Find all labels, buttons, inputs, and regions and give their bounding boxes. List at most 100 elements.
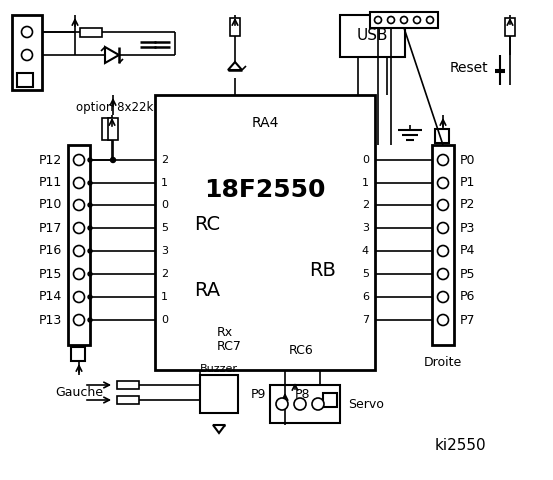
Circle shape: [88, 295, 92, 299]
Text: P3: P3: [460, 221, 476, 235]
Text: 3: 3: [161, 246, 168, 256]
Circle shape: [88, 181, 92, 185]
Circle shape: [74, 245, 85, 256]
Text: 2: 2: [161, 269, 168, 279]
Text: Buzzer: Buzzer: [200, 364, 238, 374]
Text: P8: P8: [295, 387, 311, 400]
Bar: [12, 15, 42, 90]
Circle shape: [88, 272, 92, 276]
Circle shape: [276, 398, 288, 410]
Circle shape: [388, 16, 394, 24]
Circle shape: [294, 398, 306, 410]
Text: 4: 4: [362, 246, 369, 256]
Bar: [80, 27, 102, 36]
Text: 2: 2: [161, 155, 168, 165]
Text: P2: P2: [460, 199, 476, 212]
Text: P16: P16: [39, 244, 62, 257]
Bar: [117, 381, 139, 389]
Text: RA: RA: [194, 280, 220, 300]
Text: 6: 6: [362, 292, 369, 302]
Circle shape: [437, 155, 448, 166]
Polygon shape: [213, 425, 225, 433]
Bar: [108, 118, 118, 140]
Circle shape: [437, 245, 448, 256]
Text: P17: P17: [39, 221, 62, 235]
Bar: [200, 375, 238, 413]
Bar: [505, 18, 515, 36]
Circle shape: [437, 291, 448, 302]
Bar: [71, 347, 85, 361]
Polygon shape: [228, 62, 242, 70]
Circle shape: [88, 318, 92, 322]
Bar: [340, 15, 405, 57]
Text: Servo: Servo: [348, 397, 384, 410]
Text: P6: P6: [460, 290, 476, 303]
Text: P15: P15: [39, 267, 62, 280]
Text: Gauche: Gauche: [55, 386, 103, 399]
Text: P4: P4: [460, 244, 476, 257]
Text: P14: P14: [39, 290, 62, 303]
Text: 0: 0: [161, 200, 168, 210]
Circle shape: [437, 268, 448, 279]
Circle shape: [111, 157, 116, 163]
Text: 5: 5: [362, 269, 369, 279]
Polygon shape: [105, 47, 119, 63]
Circle shape: [88, 249, 92, 253]
Bar: [435, 129, 449, 143]
Circle shape: [88, 158, 92, 162]
Circle shape: [437, 178, 448, 189]
Circle shape: [74, 178, 85, 189]
Bar: [323, 393, 337, 407]
Circle shape: [414, 16, 420, 24]
Text: RA4: RA4: [251, 116, 279, 130]
Text: 0: 0: [161, 315, 168, 325]
Text: Reset: Reset: [450, 61, 489, 75]
Text: RB: RB: [310, 261, 336, 279]
Circle shape: [22, 49, 33, 60]
Circle shape: [74, 200, 85, 211]
Text: Rx: Rx: [217, 326, 233, 339]
Text: P9: P9: [251, 387, 265, 400]
Circle shape: [74, 291, 85, 302]
Text: 1: 1: [161, 178, 168, 188]
Circle shape: [426, 16, 434, 24]
Text: 18F2550: 18F2550: [204, 178, 326, 202]
Bar: [102, 118, 112, 140]
Bar: [230, 18, 240, 36]
Text: RC6: RC6: [288, 345, 313, 358]
Circle shape: [74, 268, 85, 279]
Bar: [68, 145, 90, 345]
Circle shape: [74, 314, 85, 325]
Text: ki2550: ki2550: [434, 437, 486, 453]
Text: RC: RC: [194, 216, 220, 235]
Text: P10: P10: [39, 199, 62, 212]
Bar: [432, 145, 454, 345]
Bar: [117, 396, 139, 404]
Circle shape: [437, 314, 448, 325]
Circle shape: [437, 223, 448, 233]
Circle shape: [400, 16, 408, 24]
Text: P1: P1: [460, 177, 476, 190]
Circle shape: [312, 398, 324, 410]
Text: P13: P13: [39, 313, 62, 326]
Text: 1: 1: [362, 178, 369, 188]
Text: 3: 3: [362, 223, 369, 233]
Text: USB: USB: [357, 28, 388, 44]
Bar: [370, 12, 438, 28]
Text: P12: P12: [39, 154, 62, 167]
Circle shape: [374, 16, 382, 24]
Text: 2: 2: [362, 200, 369, 210]
Text: P11: P11: [39, 177, 62, 190]
Text: 7: 7: [362, 315, 369, 325]
Text: Droite: Droite: [424, 357, 462, 370]
Bar: [270, 385, 340, 423]
Text: option 8x22k: option 8x22k: [76, 101, 154, 115]
Text: P0: P0: [460, 154, 476, 167]
Circle shape: [74, 223, 85, 233]
Circle shape: [437, 200, 448, 211]
Text: P7: P7: [460, 313, 476, 326]
Circle shape: [88, 226, 92, 230]
Bar: [155, 95, 375, 370]
Circle shape: [74, 155, 85, 166]
Text: P5: P5: [460, 267, 476, 280]
